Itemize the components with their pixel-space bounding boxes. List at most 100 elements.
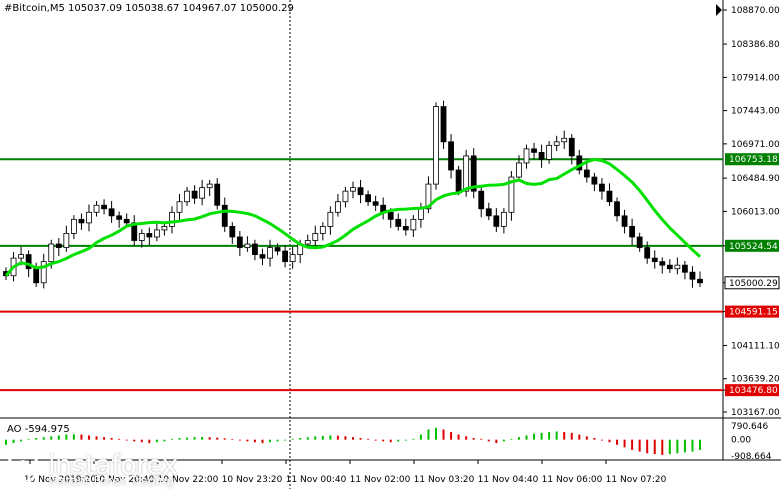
candle-body <box>485 208 492 217</box>
candle-body <box>402 226 409 231</box>
candle-body <box>470 155 477 192</box>
candle-body <box>176 201 183 213</box>
candle-body <box>448 141 454 171</box>
price-level-tag <box>725 239 779 252</box>
price-tick-label: 107443.00 <box>731 107 780 117</box>
price-tick-label: 103639.20 <box>731 375 780 385</box>
instaforex-logo-icon <box>6 450 40 484</box>
candle-body <box>523 148 530 164</box>
chart-header: #Bitcoin,M5 105037.09 105038.67 104967.0… <box>4 3 294 14</box>
candle-body <box>659 261 666 266</box>
candle-body <box>478 190 485 210</box>
candle-body <box>259 254 266 259</box>
candle-body <box>599 183 605 192</box>
candle-body <box>516 162 522 178</box>
time-tick-label: 11 Nov 04:40 <box>478 475 539 485</box>
candle-body <box>568 137 575 157</box>
candle-body <box>440 106 447 143</box>
price-tick-label: 106013.00 <box>731 207 780 217</box>
candle-body <box>606 190 613 203</box>
candle-body <box>666 264 673 270</box>
candle-body <box>327 211 334 227</box>
candle-body <box>583 169 590 178</box>
candle-body <box>561 137 568 143</box>
price-tick-label: 107914.00 <box>731 73 780 83</box>
time-tick-label: 11 Nov 06:00 <box>542 475 603 485</box>
candle-body <box>372 201 379 206</box>
candle-body <box>508 176 515 213</box>
candle-body <box>289 254 296 263</box>
candle-body <box>78 218 85 224</box>
candle-body <box>538 151 545 160</box>
candle-body <box>63 233 70 248</box>
candle-body <box>282 250 289 263</box>
candle-body <box>463 155 470 192</box>
candle-body <box>93 204 100 213</box>
candle-body <box>55 243 62 248</box>
candle-body <box>86 211 92 224</box>
candle-body <box>116 215 123 220</box>
candle-body <box>18 254 24 259</box>
price-tick-label: 104111.10 <box>731 341 780 351</box>
price-level-tag <box>725 153 779 166</box>
candle-body <box>70 218 77 234</box>
candle-body <box>629 226 636 238</box>
candle-body <box>169 211 175 227</box>
price-level-label: 106753.18 <box>729 155 778 165</box>
candle-body <box>553 141 560 146</box>
candle-body <box>108 208 115 217</box>
candle-body <box>674 264 681 270</box>
candle-body <box>25 254 32 270</box>
price-tick-label: 106484.90 <box>731 174 780 184</box>
candle-body <box>335 201 341 213</box>
candle-body <box>591 176 598 185</box>
time-tick-label: 10 Nov 23:20 <box>222 475 283 485</box>
candle-body <box>312 233 319 241</box>
instaforex-logo: instaforex Instant Forex Trading <box>4 444 184 488</box>
chart-ohlc: 105037.09 105038.67 104967.07 105000.29 <box>68 3 294 14</box>
candle-body <box>221 204 228 227</box>
candle-body <box>621 215 628 227</box>
candle-body <box>184 190 190 203</box>
time-tick-label: 10 Nov 20:40 <box>94 475 155 485</box>
candle-body <box>417 208 424 220</box>
time-tick-label: 11 Nov 07:20 <box>606 475 667 485</box>
candle-body <box>682 264 688 273</box>
candle-body <box>214 183 221 206</box>
time-tick-label: 11 Nov 03:20 <box>414 475 475 485</box>
candle-body <box>48 243 55 263</box>
candle-body <box>33 268 40 284</box>
candle-body <box>138 233 145 241</box>
candle-body <box>493 215 500 227</box>
candle-body <box>229 226 236 238</box>
current-price-tag <box>724 276 780 290</box>
ao-indicator-label: AO -594.975 <box>7 424 70 435</box>
candle-body <box>40 261 47 284</box>
candle-body <box>123 218 130 224</box>
candle-body <box>101 204 107 210</box>
price-level-label: 105524.54 <box>729 242 778 252</box>
price-tick-label: 106971.00 <box>731 140 780 150</box>
candle-body <box>689 271 696 280</box>
candle-body <box>244 243 251 248</box>
moving-average-line <box>4 157 702 277</box>
logo-name: instaforex <box>48 450 178 481</box>
chart-shift-marker <box>716 4 722 16</box>
candle-body <box>342 190 349 203</box>
candle-body <box>433 106 439 185</box>
candle-body <box>146 233 153 238</box>
ao-tick-label: 790.646 <box>731 422 768 432</box>
candle-body <box>614 201 620 217</box>
candle-body <box>531 148 537 153</box>
candle-body <box>267 247 273 259</box>
candle-body <box>357 187 364 196</box>
time-tick-label: 10 Nov 22:00 <box>158 475 219 485</box>
candle-body <box>425 183 432 210</box>
price-level-tag <box>725 305 779 318</box>
ao-tick-label: -908.664 <box>731 452 772 462</box>
price-tick-label: 108870.00 <box>731 6 780 16</box>
candle-body <box>252 243 258 255</box>
candle-body <box>350 187 356 192</box>
